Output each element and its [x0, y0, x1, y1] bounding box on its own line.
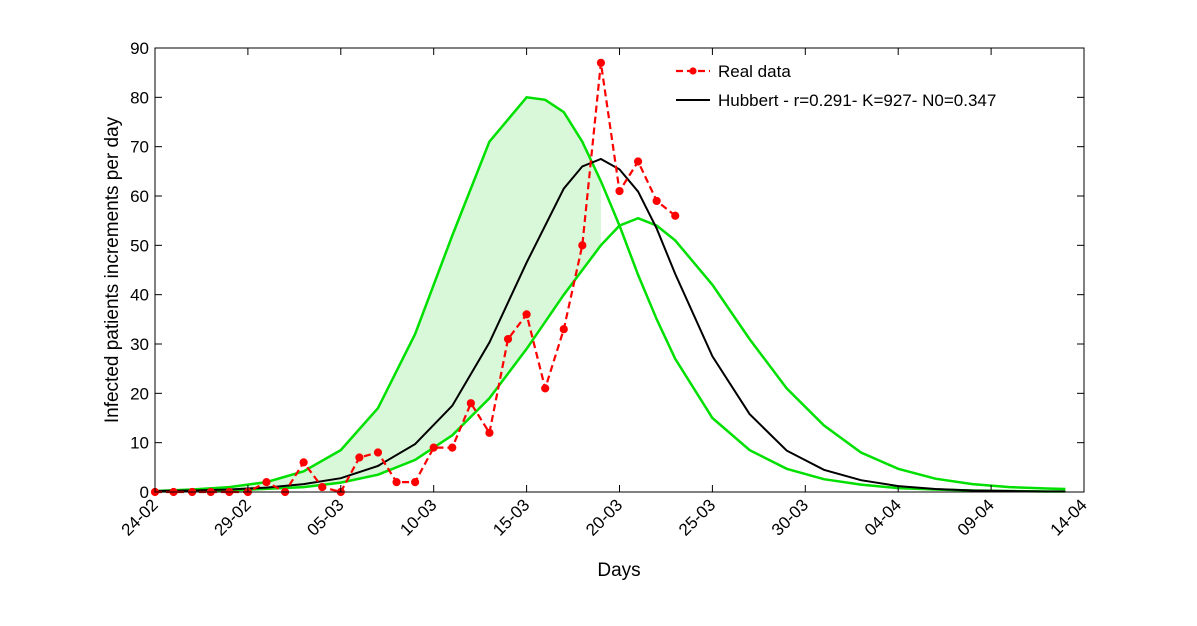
real-data-point — [373, 448, 383, 457]
y-tick-label: 30 — [130, 335, 149, 354]
real-data-point — [541, 384, 550, 393]
y-tick-label: 90 — [130, 39, 149, 58]
real-data-point — [671, 211, 680, 220]
real-data-point — [596, 58, 606, 67]
y-tick-label: 20 — [130, 384, 149, 403]
real-data-point — [503, 334, 513, 344]
y-tick-label: 70 — [130, 138, 149, 157]
y-tick-label: 50 — [130, 236, 149, 255]
real-data-point — [318, 482, 327, 492]
real-data-point — [411, 478, 420, 487]
real-data-point — [262, 478, 271, 487]
real-data-point — [559, 325, 568, 334]
y-tick-label: 80 — [130, 88, 149, 107]
real-data-point — [429, 443, 438, 452]
legend: Real data Hubbert - r=0.291- K=927- N0=0.… — [676, 62, 996, 110]
confidence-band-fill — [155, 97, 601, 492]
real-data-point — [522, 310, 531, 319]
y-tick-label: 40 — [130, 286, 149, 305]
real-data-point — [652, 196, 661, 206]
legend-real-data-marker — [689, 67, 697, 75]
y-axis-label: Infected patients increments per day — [102, 116, 123, 423]
real-data-point — [355, 453, 364, 462]
real-data-point — [485, 428, 494, 437]
real-data-point — [448, 443, 457, 452]
plot-area — [150, 58, 1066, 497]
y-tick-label: 10 — [130, 434, 149, 453]
real-data-point — [615, 186, 624, 196]
real-data-point — [578, 241, 587, 250]
upper-bound-line — [154, 95, 1066, 493]
real-data-point — [466, 399, 475, 408]
real-data-point — [633, 157, 643, 166]
legend-hubbert-label: Hubbert - r=0.291- K=927- N0=0.347 — [718, 91, 996, 110]
y-tick-label: 0 — [140, 483, 149, 502]
real-data-point — [299, 458, 308, 467]
hubbert-line — [154, 157, 1066, 493]
real-data-point — [392, 478, 401, 487]
legend-real-data-label: Real data — [718, 62, 791, 81]
x-axis-label: Days — [597, 560, 640, 581]
y-tick-label: 60 — [130, 187, 149, 206]
lower-bound-line — [154, 216, 1066, 493]
